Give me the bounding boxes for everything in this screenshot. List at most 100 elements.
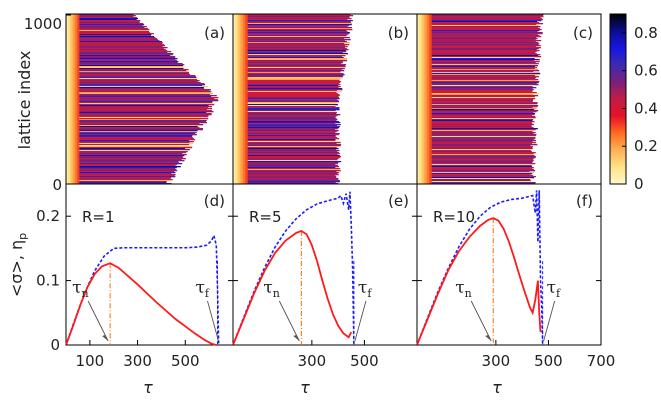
heatmap-cell [70,167,74,169]
heatmap-cell [419,32,423,34]
heatmap-cell [72,172,76,174]
heatmap-cell [240,133,244,135]
heatmap-cell [419,101,423,103]
heatmap-cell [70,79,74,81]
heatmap-cell [424,142,428,144]
heatmap-cell [429,121,433,123]
heatmap-cell [74,67,78,69]
heatmap-cell [72,41,76,43]
heatmap-cell [245,58,249,60]
heatmap-cell [233,105,236,107]
heatmap-cell [79,88,205,90]
heatmap-cell [77,92,80,94]
heatmap-cell [66,48,69,50]
heatmap-cell [233,47,236,49]
heatmap-cell [79,98,215,100]
heatmap-cell [240,50,244,52]
heatmap-cell [68,19,71,21]
heatmap-cell [426,84,430,86]
heatmap-cell [237,31,241,33]
top-y-axis-title: lattice index [15,51,34,150]
heatmap-cell [72,125,76,127]
heatmap-cell [77,124,80,126]
heatmap-cell [77,162,80,164]
heatmap-cell [429,87,433,89]
heatmap-cell [240,30,244,32]
heatmap-cell [72,115,76,117]
heatmap-cell [426,102,430,104]
heatmap-cell [79,75,196,77]
heatmap-cell [66,36,69,38]
heatmap-cell [240,166,244,168]
heatmap-cell [240,15,244,17]
heatmap-cell [68,99,71,101]
heatmap-cell [431,141,533,143]
heatmap-cell [242,19,246,21]
heatmap-cell [79,66,184,68]
heatmap-cell [74,38,78,40]
heatmap-cell [77,101,80,103]
heatmap-cell [237,151,241,153]
tau-f-annotation-sub: f [556,287,561,300]
heatmap-cell [245,70,249,72]
heatmap-cell [77,118,80,120]
heatmap-cell [240,156,244,158]
heatmap-cell [66,74,69,76]
heatmap-cell [419,157,423,159]
heatmap-cell [72,147,76,149]
heatmap-cell [419,143,423,145]
heatmap-cell [237,160,241,162]
heatmap-cell [245,180,249,182]
heatmap-cell [240,59,244,61]
heatmap-cell [419,107,423,109]
heatmap-cell [245,39,249,41]
heatmap-cell [426,76,430,78]
heatmap-cell [426,23,430,25]
heatmap-cell [237,176,241,178]
heatmap-cell [237,46,241,48]
heatmap-cell [77,175,80,177]
heatmap-cell [77,180,80,182]
heatmap-cell [77,177,80,179]
heatmap-cell [74,22,78,24]
heatmap-cell [417,69,420,71]
heatmap-cell [233,138,236,140]
heatmap-cell [68,17,71,19]
heatmap-cell [77,67,80,69]
heatmap-cell [426,25,430,27]
heatmap-cell [247,19,348,21]
heatmap-cell [74,34,78,36]
heatmap-cell [245,140,249,142]
heatmap-cell [237,56,241,58]
heatmap-cell [419,106,423,108]
heatmap-cell [424,133,428,135]
heatmap-cell [421,21,425,23]
heatmap-cell [424,17,428,19]
heatmap-cell [66,163,69,165]
heatmap-cell [233,95,236,97]
heatmap-cell [72,60,76,62]
heatmap-cell [237,59,241,61]
tau-n-annotation: τn [263,278,280,300]
heatmap-cell [242,178,246,180]
heatmap-cell [235,39,239,41]
heatmap-cell [72,51,76,53]
heatmap-cell [247,92,337,94]
heatmap-cell [237,103,241,105]
heatmap-cell [431,164,530,166]
heatmap-cell [431,16,544,18]
heatmap-cell [235,111,239,113]
heatmap-cell [247,24,352,26]
heatmap-cell [74,112,78,114]
heatmap-cell [70,105,74,107]
heatmap-cell [426,78,430,80]
heatmap-cell [66,168,69,170]
heatmap-cell [429,67,433,69]
heatmap-cell [240,26,244,28]
heatmap-cell [240,150,244,152]
heatmap-cell [74,27,78,29]
heatmap-cell [237,159,241,161]
heatmap-cell [74,131,78,133]
heatmap-cell [233,22,236,24]
heatmap-cell [79,181,167,183]
